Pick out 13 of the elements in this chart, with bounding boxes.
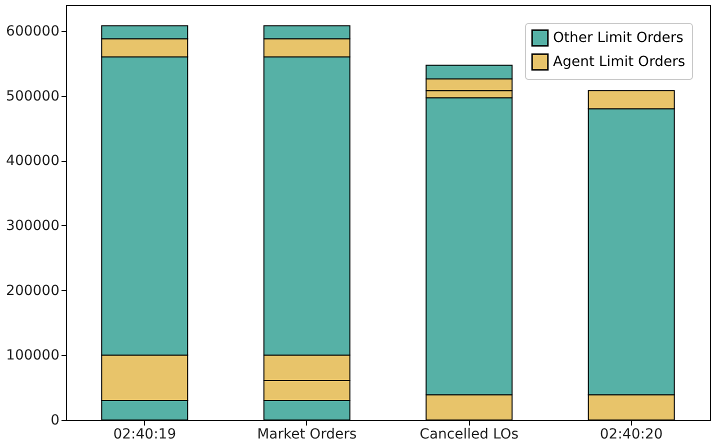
y-tick-label: 100000 xyxy=(6,348,60,364)
x-tick-label: Market Orders xyxy=(257,426,357,442)
x-tick-label: 02:40:20 xyxy=(600,426,663,442)
y-tick-label: 500000 xyxy=(6,88,60,104)
x-tick-label: Cancelled LOs xyxy=(420,426,519,442)
y-tick-label: 200000 xyxy=(6,282,60,299)
y-tick-label: 400000 xyxy=(6,153,60,170)
legend-label: Other Limit Orders xyxy=(553,30,684,46)
y-tick-label: 300000 xyxy=(6,218,60,234)
y-tick-label: 600000 xyxy=(6,23,60,40)
y-tick-label: 0 xyxy=(50,412,60,428)
legend-label: Agent Limit Orders xyxy=(553,54,686,70)
x-tick-label: 02:40:19 xyxy=(113,426,176,442)
